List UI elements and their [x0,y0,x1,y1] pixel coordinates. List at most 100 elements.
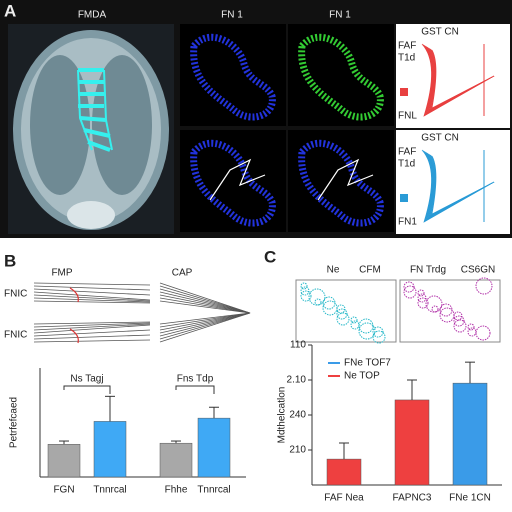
cell [190,33,276,121]
fiber [159,312,251,331]
contour [431,155,495,215]
cell [403,281,415,293]
bar [159,442,193,478]
bar [394,399,430,486]
fiber [33,288,151,296]
mri-title: FMDA [78,10,107,21]
x-tick-label: Tnnrcal [197,485,230,496]
fiber [33,322,151,328]
panel-label: B [4,251,16,270]
contour [430,154,495,216]
fiber [159,294,251,314]
cell [336,312,350,326]
diagram-label: FAF [398,147,416,158]
cell [308,288,326,306]
diagram-title: GST CN [421,27,459,38]
cell [439,307,455,323]
arrow [69,328,79,344]
micro-image [399,279,501,343]
fiber [33,294,151,302]
cell [475,325,491,341]
diagram-label: T1d [398,159,415,170]
cell [300,290,312,302]
fiber [33,329,151,337]
image-title: CFM [359,265,381,276]
fiber [159,297,251,314]
x-tick-label: FNe 1CN [449,493,491,504]
significance-bracket [175,385,215,394]
annotation: Fns Tdp [177,374,214,385]
x-tick-label: Fhhe [165,485,188,496]
fluorescence-title: FN 1 [221,10,243,21]
stage-label: CAP [172,268,193,279]
fluorescence-images [180,24,394,232]
cell [475,277,493,295]
cell [372,326,384,338]
contour [430,155,495,216]
cell [467,327,477,337]
microscopy-images [295,277,501,344]
fiber [159,288,251,314]
panel-label: A [4,1,16,20]
fiber [159,312,251,337]
trace [209,158,266,201]
cell [300,286,310,296]
image-title: FN Trdg [410,265,446,276]
image-title: Ne [327,265,340,276]
cell [417,293,427,303]
cell [350,316,358,324]
cell [300,282,308,290]
y-tick-label: 210 [289,445,306,456]
stage-label: FMP [51,268,72,279]
cell [298,139,384,227]
fiber [33,300,151,304]
fiber [33,339,151,343]
panel-label: C [264,247,276,266]
cell [190,139,276,227]
contour [431,49,495,109]
mri-image [8,24,174,234]
bar [452,382,488,486]
cell [453,319,467,333]
cell [403,285,417,299]
cell [322,300,338,316]
cell [425,295,443,313]
fiber [33,282,151,286]
row-label: FNIC [4,330,27,341]
y-tick-label: 240 [289,410,306,421]
annotation: Ns Tagj [70,374,103,385]
fiber [33,324,151,334]
cell [358,318,374,334]
bar [47,444,81,478]
diagram-label: FAF [398,41,416,52]
marker [400,194,408,202]
fiber [159,312,251,328]
fiber [33,297,151,303]
fiber [33,323,151,331]
fiber [159,291,251,314]
charts: Petrfefcaed FGN Tnnrcal Fhhe Tnnrcal Ns Tagj F… [9,340,502,504]
legend-label: Ne TOP [344,371,380,382]
micro-image [295,279,397,343]
fiber [159,285,251,314]
image-title: CS6GN [461,265,495,276]
significance-bracket [63,385,111,394]
bar [326,458,362,486]
cell [453,315,465,327]
fiber [159,282,251,314]
bar [197,417,231,478]
arrow [69,287,79,303]
x-tick-label: FAF Nea [324,493,364,504]
diagram-bg [396,24,510,128]
row-label: FNIC [4,289,27,300]
y-axis-label: Mdthelcatlon [277,387,288,444]
x-tick-label: FGN [53,485,74,496]
contour [430,48,495,110]
trace [317,158,374,201]
legend-label: FNe TOF7 [344,358,391,369]
fiber [33,334,151,340]
contour [430,49,495,110]
cell [298,33,384,121]
